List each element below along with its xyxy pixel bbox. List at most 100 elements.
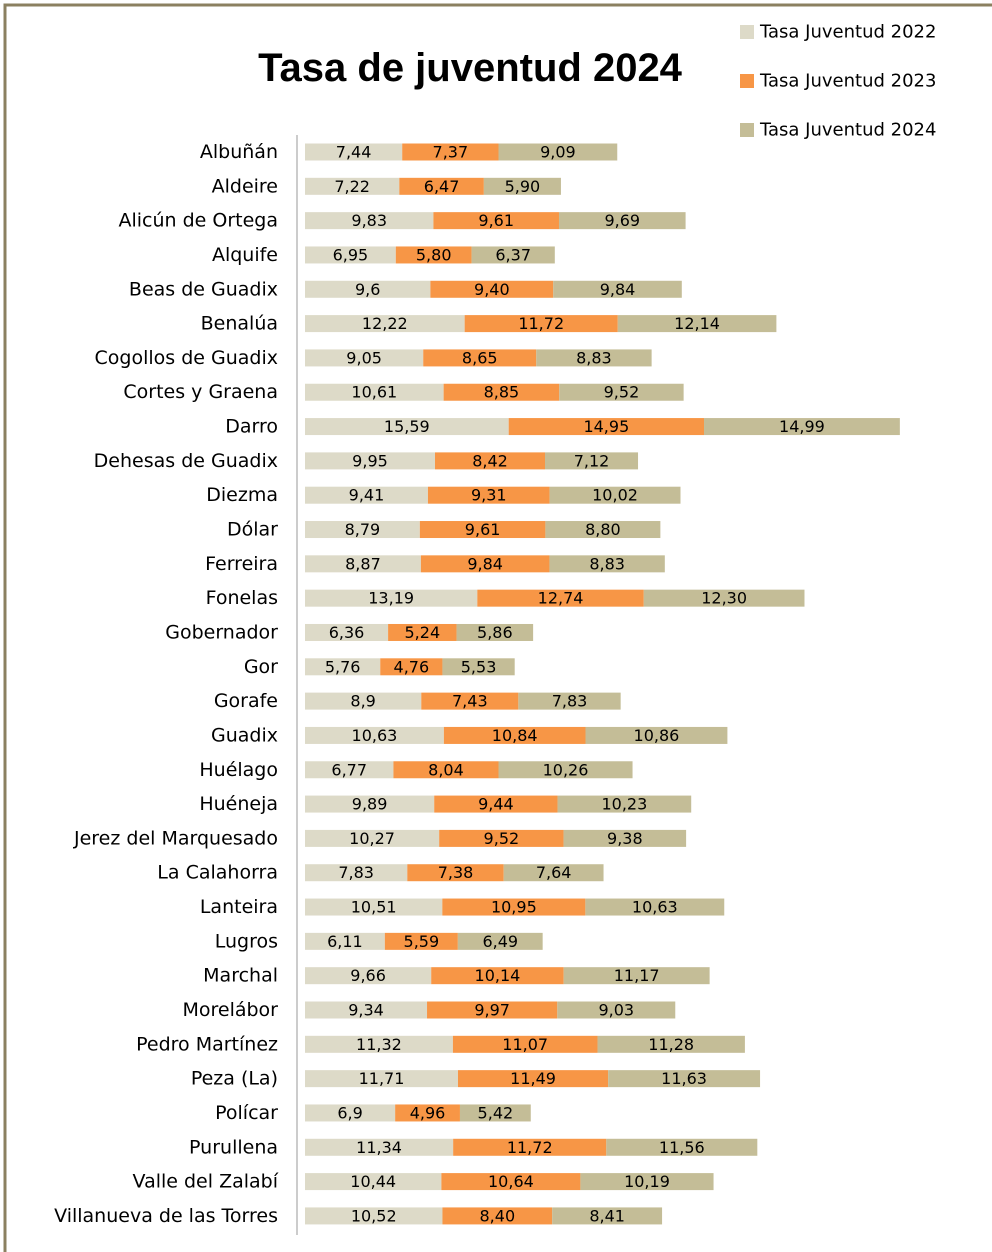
bar-segment — [704, 418, 900, 436]
data-label: 10,19 — [624, 1172, 670, 1191]
data-label: 10,27 — [349, 829, 395, 848]
legend-label: Tasa Juventud 2023 — [759, 71, 936, 92]
y-tick-label: Diezma — [206, 484, 278, 506]
bar-segment — [305, 452, 435, 470]
data-label: 10,51 — [351, 898, 397, 917]
y-tick-label: Alquife — [212, 244, 278, 266]
y-tick-label: Cortes y Graena — [123, 381, 278, 403]
bar-segment — [305, 589, 478, 607]
data-label: 11,49 — [510, 1069, 556, 1088]
bar-segment — [457, 1070, 609, 1088]
bar-segment — [402, 143, 499, 161]
data-label: 5,90 — [505, 177, 541, 196]
bar-segment — [442, 898, 586, 916]
bar-segment — [305, 555, 421, 573]
bar-segment — [305, 177, 400, 195]
bar-segment — [395, 246, 472, 264]
y-tick-label: Pedro Martínez — [136, 1033, 278, 1055]
data-label: 6,36 — [329, 623, 365, 642]
bar-segment — [305, 486, 428, 504]
bar-segment — [643, 589, 805, 607]
bar-segment — [305, 1207, 443, 1225]
data-label: 8,83 — [576, 348, 612, 367]
data-label: 9,84 — [600, 280, 636, 299]
data-label: 9,41 — [349, 486, 385, 505]
data-label: 11,34 — [356, 1138, 402, 1157]
data-label: 8,87 — [345, 554, 381, 573]
bar-segment — [559, 383, 684, 401]
data-label: 10,86 — [634, 726, 680, 745]
data-label: 8,04 — [428, 760, 464, 779]
data-label: 7,83 — [552, 692, 588, 711]
data-label: 10,95 — [491, 898, 537, 917]
bar-segment — [442, 658, 515, 676]
chart-title: Tasa de juventud 2024 — [258, 46, 683, 90]
bar-segment — [380, 658, 443, 676]
data-label: 9,83 — [351, 211, 387, 230]
data-label: 10,61 — [351, 383, 397, 402]
bar-segment — [563, 829, 687, 847]
y-tick-label: Gobernador — [165, 621, 278, 643]
bar-segment — [305, 521, 420, 539]
data-label: 5,42 — [478, 1103, 514, 1122]
data-label: 6,9 — [337, 1103, 362, 1122]
bar-segment — [443, 726, 586, 744]
data-label: 10,64 — [488, 1172, 534, 1191]
bar-segment — [384, 932, 458, 950]
data-label: 9,61 — [465, 520, 501, 539]
bar-segment — [617, 315, 777, 333]
data-label: 4,76 — [394, 657, 430, 676]
data-label: 10,23 — [601, 795, 647, 814]
data-label: 10,63 — [352, 726, 398, 745]
y-tick-label: Beas de Guadix — [129, 278, 278, 300]
data-label: 11,72 — [518, 314, 564, 333]
bar-segment — [563, 967, 710, 985]
data-label: 5,59 — [404, 932, 440, 951]
bar-segment — [464, 315, 618, 333]
bar-segment — [585, 898, 725, 916]
data-label: 10,44 — [350, 1172, 396, 1191]
data-label: 5,53 — [461, 657, 497, 676]
data-label: 10,26 — [543, 760, 589, 779]
data-label: 7,83 — [338, 863, 374, 882]
bar-segment — [419, 521, 546, 539]
bar-segment — [430, 280, 554, 298]
bar-segment — [483, 177, 561, 195]
y-tick-label: Ferreira — [205, 553, 278, 575]
legend-label: Tasa Juventud 2022 — [759, 22, 936, 43]
bar-segment — [518, 692, 621, 710]
data-label: 7,38 — [438, 863, 474, 882]
y-tick-label: Purullena — [189, 1136, 278, 1158]
data-label: 9,52 — [484, 829, 520, 848]
legend-label: Tasa Juventud 2024 — [759, 120, 936, 141]
bar-segment — [558, 212, 686, 230]
data-label: 6,47 — [424, 177, 460, 196]
bar-segment — [557, 1001, 676, 1019]
data-label: 9,31 — [471, 486, 507, 505]
bar-segment — [427, 486, 550, 504]
data-label: 8,80 — [585, 520, 621, 539]
bar-segment — [459, 1104, 531, 1122]
bar-segment — [305, 795, 435, 813]
bar-segment — [305, 1001, 428, 1019]
y-tick-label: La Calahorra — [157, 862, 278, 884]
y-tick-label: Benalúa — [201, 313, 278, 335]
bar-segment — [442, 1207, 553, 1225]
bar-segment — [434, 795, 558, 813]
data-label: 12,22 — [362, 314, 408, 333]
data-label: 5,76 — [325, 657, 361, 676]
data-label: 13,19 — [368, 589, 414, 608]
y-tick-label: Dehesas de Guadix — [94, 450, 278, 472]
bar-segment — [305, 246, 396, 264]
y-tick-label: Morelábor — [182, 999, 278, 1021]
bar-segment — [305, 349, 424, 367]
bar-segment — [305, 864, 408, 882]
data-label: 7,37 — [433, 143, 469, 162]
data-label: 10,84 — [492, 726, 538, 745]
data-label: 7,64 — [536, 863, 572, 882]
data-label: 12,14 — [674, 314, 720, 333]
bar-segment — [305, 315, 465, 333]
bar-segment — [552, 1207, 663, 1225]
y-tick-label: Alicún de Ortega — [118, 210, 278, 232]
y-tick-label: Jerez del Marquesado — [73, 827, 278, 849]
